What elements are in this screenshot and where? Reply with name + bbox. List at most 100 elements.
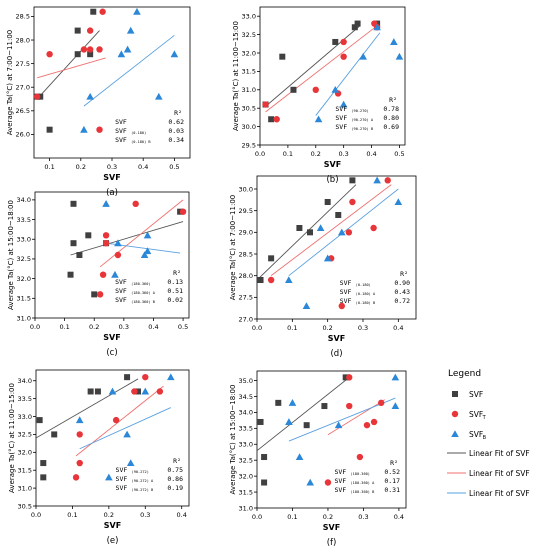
legend-label: SVF [469,430,483,439]
data-point-svf_t [99,8,106,15]
data-point-svf [354,20,361,27]
plot-frame [259,6,406,146]
r2-row-name: SVF [115,118,127,126]
legend-label: Linear Fit of SVF [469,469,530,478]
y-tick-label: 32.0 [242,49,256,57]
data-point-svf [76,252,83,258]
r2-row-name: SVF [115,287,127,295]
data-point-svf_b [334,421,343,429]
r2-row-name: SVF [334,477,346,485]
fit-line-svf_b [83,34,175,107]
data-point-svf_t [370,418,378,426]
r2-row-sub: (0-180) [356,283,371,287]
r2-row-sub: (90-272) B [132,488,154,492]
fit-line-svf_t [327,399,385,436]
x-tick-label: 0.3 [358,513,368,521]
r2-row-sub: (90-272) [132,470,149,474]
data-point-svf_b [86,92,94,100]
y-axis-title: Average Ta(°C) at 15:00~18:00 [229,385,237,495]
panel-label: (c) [106,348,117,358]
y-tick-label: 31.0 [17,314,31,322]
x-axis-title: SVF [324,160,341,169]
data-point-svf [296,225,303,231]
r2-row-name: SVF [340,288,352,296]
y-tick-label: 33.0 [242,13,256,21]
r2-header: R² [173,269,181,277]
r2-row-value: 0.75 [167,466,183,474]
r2-row-value: 0.02 [167,296,183,304]
data-point-svf_b [390,38,398,45]
data-point-svf [342,374,349,381]
x-axis-title: SVF [328,334,345,343]
x-tick-label: 0.4 [148,323,158,331]
data-point-svf_b [166,373,175,381]
y-tick-label: 31.0 [239,504,253,512]
data-point-svf_t [86,46,94,53]
x-tick-label: 0.2 [76,163,86,171]
r2-row-sub: (90-270) B [351,127,373,131]
x-tick-label: 0.2 [104,511,114,519]
data-point-svf_t [80,46,88,53]
y-tick-label: 27.0 [239,315,253,323]
data-point-svf [87,51,94,58]
r2-row-name: SVF [116,466,128,474]
data-point-svf_b [141,387,150,395]
data-point-svf_b [143,247,152,255]
y-tick-label: 32.0 [18,449,32,457]
y-tick-label: 26.5 [16,107,30,115]
data-point-svf [91,291,98,298]
x-tick-label: 0.5 [394,150,404,158]
y-tick-label: 33.0 [18,413,32,421]
data-point-svf [90,8,97,15]
fit-line-svf_t [265,23,381,113]
data-point-svf_b [323,254,332,262]
legend-label: SVF [469,410,483,419]
legend-subscript: T [482,415,487,421]
r2-row-sub: (0-180) B [131,140,150,144]
data-point-svf_t [112,416,120,424]
data-point-svf [135,388,141,395]
r2-row-value: 0.03 [168,127,184,135]
data-point-svf_b [126,459,135,467]
data-point-svf_t [102,239,110,247]
data-point-svf_b [339,100,348,108]
y-axis-title: Average Ta(°C) at 7:00~11:00 [229,195,237,300]
y-tick-label: 32.5 [239,457,253,465]
data-point-svf [279,53,286,60]
r2-row-sub: (180-360) A [350,481,375,485]
data-point-svf_t [340,53,347,60]
r2-row-sub: (90-270) A [351,118,373,122]
plot-frame [33,6,191,159]
x-tick-label: 0.0 [252,324,262,332]
legend-marker-svf [452,391,458,397]
r2-row-value: 0.31 [384,486,400,494]
data-point-svf_t [267,276,275,284]
r2-row-value: 0.52 [384,468,400,476]
y-tick-label: 33.5 [17,216,31,224]
data-point-svf_t [132,200,139,208]
data-point-svf [74,27,81,34]
data-point-svf_t [340,38,347,46]
r2-row-name: SVF [340,279,352,287]
data-point-svf_b [373,176,381,184]
fit-line-svf [257,377,350,452]
data-point-svf [303,422,310,429]
r2-row-value: 0.19 [167,484,183,492]
x-tick-label: 0.0 [30,323,40,331]
data-point-svf_b [306,478,315,486]
data-point-svf_t [72,474,80,481]
y-tick-label: 33.5 [18,395,32,403]
y-tick-label: 28.5 [239,250,253,258]
data-point-svf [40,474,47,481]
data-point-svf_b [114,239,122,247]
panel-label: (f) [327,538,337,548]
x-tick-label: 0.3 [140,511,150,519]
fit-line-svf [70,221,184,256]
r2-row-value: 0.69 [383,123,399,131]
chart-panel-e: 0.0 0.1 0.2 0.3 0.4 30.5 31.0 31.5 32.0 32.5 33.0 3… [8,369,190,546]
fit-line-svf [36,378,139,439]
plot-frame [34,191,190,319]
r2-row-name: SVF [334,486,346,494]
x-tick-label: 0.3 [119,323,129,331]
